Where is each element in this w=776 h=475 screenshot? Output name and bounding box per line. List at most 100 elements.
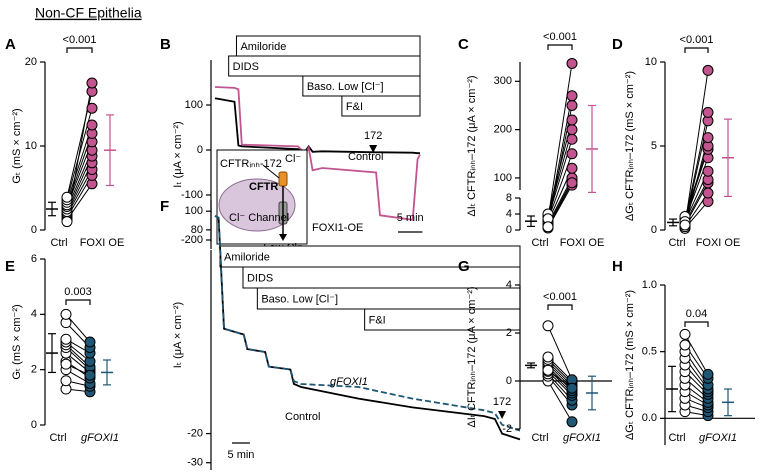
y-axis-label: ΔGₜ CFTRᵢₙₕ–172 (mS × cm⁻²) (624, 71, 636, 221)
pair-line (684, 70, 709, 226)
category-label: Ctrl (49, 432, 66, 444)
dot (60, 308, 72, 320)
y-tick-label: 80 (191, 224, 203, 236)
category-label: FOXI OE (80, 237, 125, 249)
pair-line (547, 325, 573, 381)
y-tick-label: 10 (25, 140, 37, 152)
y-tick-label: -100 (181, 189, 203, 201)
dot (61, 191, 73, 203)
dot (702, 368, 714, 380)
dot (542, 364, 554, 376)
treatment-label: DIDS (247, 272, 273, 284)
dot (86, 77, 98, 89)
y-tick-label: 0 (197, 144, 203, 156)
pair-line (547, 380, 573, 423)
y-tick-label: 100 (185, 205, 203, 217)
y-tick-label: 200 (494, 124, 512, 136)
significance-bracket (684, 47, 709, 53)
y-tick-label: 100 (185, 99, 203, 111)
p-value: <0.001 (63, 34, 97, 46)
y-tick-label: 8 (506, 192, 512, 204)
inset-cftr: CFTR (249, 181, 278, 193)
treatment-label: F&I (369, 314, 386, 326)
series-label: Control (285, 411, 320, 423)
dot (542, 351, 554, 363)
p-value: 0.04 (686, 308, 707, 320)
y-axis-label: Iₜ (μA × cm⁻²) (172, 302, 184, 368)
dot (566, 124, 578, 136)
y-tick-label: 4 (31, 308, 37, 320)
y-tick-label: 0 (31, 419, 37, 431)
p-value: 0.003 (64, 286, 92, 298)
category-label: Ctrl (531, 237, 548, 249)
dot (679, 339, 691, 351)
dot (84, 369, 96, 381)
inset-channel: Cl⁻ Channel (229, 212, 289, 224)
dot (702, 132, 714, 144)
dot (61, 216, 73, 228)
y-tick-label: 0.5 (642, 346, 657, 358)
trace-line (214, 215, 521, 432)
category-label: gFOXI1 (563, 432, 601, 444)
pair-line (684, 334, 709, 375)
significance-bracket (65, 299, 91, 305)
dot (566, 177, 578, 189)
y-tick-label: 1.0 (642, 279, 657, 291)
treatment-label: Baso. Low [Cl⁻] (261, 293, 338, 305)
y-axis-label: Iₜ (μA × cm⁻²) (172, 121, 184, 187)
y-tick-label: 4 (506, 208, 512, 220)
trace-line (214, 97, 420, 155)
cftr-channel (278, 171, 288, 187)
cell (218, 178, 296, 232)
category-label: FOXI OE (696, 237, 741, 249)
panel-letter: B (160, 36, 171, 53)
y-tick-label: 2 (506, 327, 512, 339)
marker-label: 172 (493, 396, 511, 408)
y-tick-label: 0 (506, 224, 512, 236)
dot (679, 328, 691, 340)
category-label: gFOXI1 (81, 432, 119, 444)
y-tick-label: -20 (187, 427, 203, 439)
dot (702, 64, 714, 76)
panel-letter: C (458, 36, 469, 53)
dot (542, 221, 554, 233)
y-tick-label: -2 (502, 423, 512, 435)
pair-line (684, 112, 709, 222)
p-value: <0.001 (680, 34, 714, 46)
dot (679, 219, 691, 231)
scale-bar-label: 5 min (228, 449, 255, 461)
category-label: gFOXI1 (699, 432, 737, 444)
pair-line (547, 63, 573, 219)
y-tick-label: 0 (31, 224, 37, 236)
y-axis-label: ΔIₜ CFTRᵢₙₕ–172 (μA × cm⁻²) (466, 75, 478, 216)
figure-title: Non-CF Epithelia (35, 5, 142, 21)
flow-arrow-head (279, 234, 287, 241)
pair-line (66, 124, 93, 203)
y-tick-label: 100 (494, 172, 512, 184)
y-tick-label: 4 (506, 279, 512, 291)
panel-letter: A (5, 36, 16, 53)
treatment-label: DIDS (233, 61, 259, 73)
y-axis-label: ΔIₜ CFTRᵢₙₕ–172 (μA × cm⁻²) (466, 286, 478, 427)
treatment-label: F&I (346, 101, 363, 113)
dot (702, 187, 714, 199)
treatment-box (242, 266, 521, 289)
dot (702, 165, 714, 177)
treatment-box (364, 308, 521, 331)
y-tick-label: -30 (187, 457, 203, 469)
y-tick-label: 10 (645, 56, 657, 68)
dot (702, 106, 714, 118)
inset-ion: Cl⁻ (285, 153, 301, 165)
p-value: <0.001 (543, 291, 577, 303)
y-axis-label: ΔGₜ CFTRᵢₙₕ–172 (mS × cm⁻²) (624, 290, 636, 440)
y-tick-label: 5 (651, 140, 657, 152)
treatment-label: Amiloride (240, 41, 286, 53)
y-tick-label: 300 (494, 75, 512, 87)
significance-bracket (684, 321, 709, 327)
dot (60, 358, 72, 370)
dot (566, 382, 578, 394)
category-label: Ctrl (668, 432, 685, 444)
series-label: FOXI1-OE (312, 222, 363, 234)
significance-bracket (547, 44, 573, 50)
